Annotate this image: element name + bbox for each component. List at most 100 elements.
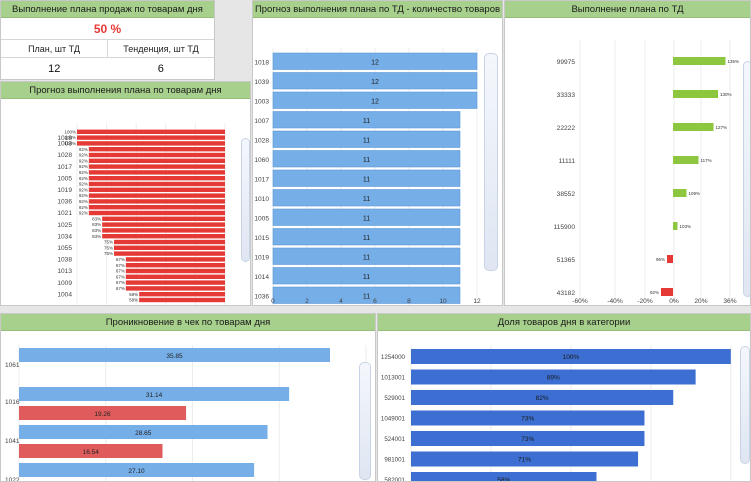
data-label: 11 <box>363 215 370 222</box>
category-label: 99975 <box>557 59 576 66</box>
category-label: 1038 <box>57 257 72 264</box>
data-label: 73% <box>521 416 534 423</box>
tick-label: 6 <box>373 298 377 305</box>
data-label: 12 <box>371 98 379 105</box>
category-label: 1004 <box>57 291 72 298</box>
data-label: 67% <box>116 269 125 274</box>
bar <box>272 91 478 109</box>
penetration-scrollbar[interactable] <box>359 362 371 480</box>
tick-label: 8 <box>407 298 411 305</box>
data-label: 92% <box>79 158 88 163</box>
data-label: 83% <box>92 216 101 221</box>
data-label: 58% <box>497 477 510 482</box>
category-share-panel: Доля товаров дня в категории 100% 1254000… <box>377 313 751 482</box>
bar <box>88 158 225 163</box>
category-label: 1036 <box>57 199 72 206</box>
category-label: 1003 <box>57 141 72 148</box>
data-label: 27.10 <box>128 468 145 475</box>
data-label: 130% <box>720 92 732 97</box>
bar <box>125 268 225 274</box>
data-label: 92% <box>79 164 88 169</box>
tick-label: 10 <box>439 298 447 305</box>
category-label: 582001 <box>384 477 405 482</box>
category-label: 1039 <box>254 79 269 86</box>
category-label: 1013 <box>57 268 72 275</box>
bar <box>411 390 674 405</box>
data-label: 75% <box>104 251 113 256</box>
bar <box>411 451 639 467</box>
bar <box>88 181 225 187</box>
bar <box>102 216 225 221</box>
category-label: 1025 <box>57 222 72 229</box>
data-label: 82% <box>536 395 549 402</box>
bar <box>673 57 726 65</box>
bar <box>114 239 225 245</box>
bar <box>139 297 225 303</box>
category-label: 1036 <box>254 293 269 300</box>
bar <box>77 135 225 140</box>
tick-label: 12 <box>473 298 481 305</box>
bar <box>77 141 225 146</box>
category-label: 33333 <box>557 92 576 99</box>
category-label: 1013001 <box>381 375 406 382</box>
data-label: 100% <box>64 129 76 134</box>
kpi-title: Выполнение плана продаж по товарам дня <box>1 1 214 18</box>
category-label: 529001 <box>384 395 405 402</box>
bar <box>19 463 255 477</box>
bar <box>88 152 225 158</box>
forecast-pct-scrollbar[interactable] <box>241 138 250 262</box>
plan-td-scrollbar[interactable] <box>743 61 750 297</box>
bar <box>125 257 225 262</box>
bar <box>673 156 699 164</box>
data-label: 11 <box>363 293 370 300</box>
bar <box>272 228 461 246</box>
data-label: 67% <box>116 263 125 268</box>
data-label: 92% <box>79 199 88 204</box>
data-label: 100% <box>64 135 76 140</box>
bar <box>272 150 461 168</box>
category-label: 1017 <box>254 176 269 183</box>
bar <box>125 263 225 268</box>
bar <box>272 189 461 207</box>
data-label: 83% <box>92 222 101 227</box>
bar <box>272 208 461 226</box>
data-label: 35.85 <box>166 353 183 360</box>
category-label: 1019 <box>254 254 269 261</box>
data-label: 75% <box>104 240 113 245</box>
data-label: 73% <box>521 436 534 443</box>
category-label: 1018 <box>254 59 269 66</box>
bar <box>19 425 268 439</box>
data-label: 96% <box>656 257 665 262</box>
data-label: 83% <box>92 228 101 233</box>
bar <box>88 147 225 152</box>
forecast-qty-panel: Прогноз выполнения плана по ТД - количес… <box>252 0 503 306</box>
kpi-panel: Выполнение плана продаж по товарам дня 5… <box>0 0 215 80</box>
trend-value: 6 <box>157 63 164 75</box>
forecast-qty-scrollbar[interactable] <box>484 53 498 271</box>
data-label: 67% <box>116 286 125 291</box>
bar <box>411 369 696 385</box>
forecast-pct-chart: 100%100%1018100%100392%92%102892%92%1017… <box>57 123 226 305</box>
bar <box>125 286 225 291</box>
data-label: 92% <box>79 153 88 158</box>
data-label: 11 <box>363 254 370 261</box>
category-label: 1034 <box>57 233 72 240</box>
category-label: 1028 <box>57 152 72 159</box>
bar <box>102 222 225 227</box>
tick-label: 2 <box>305 298 309 305</box>
category-share-scrollbar[interactable] <box>740 346 750 464</box>
bar <box>88 170 225 175</box>
plan-value: 12 <box>48 63 61 75</box>
bar <box>667 255 673 263</box>
data-label: 92% <box>79 147 88 152</box>
penetration-panel: Проникновение в чек по товарам дня 35.85… <box>0 313 376 482</box>
bar <box>272 52 478 70</box>
bar <box>272 111 461 129</box>
category-label: 1055 <box>57 245 72 252</box>
bar <box>673 189 687 197</box>
data-label: 71% <box>518 457 531 464</box>
data-label: 11 <box>363 118 370 125</box>
penetration-title: Проникновение в чек по товарам дня <box>1 314 375 331</box>
tick-label: 36% <box>723 298 736 305</box>
category-share-chart: 100% 1254000 89% 1013001 82% 529001 73% 1049001… <box>381 345 732 482</box>
